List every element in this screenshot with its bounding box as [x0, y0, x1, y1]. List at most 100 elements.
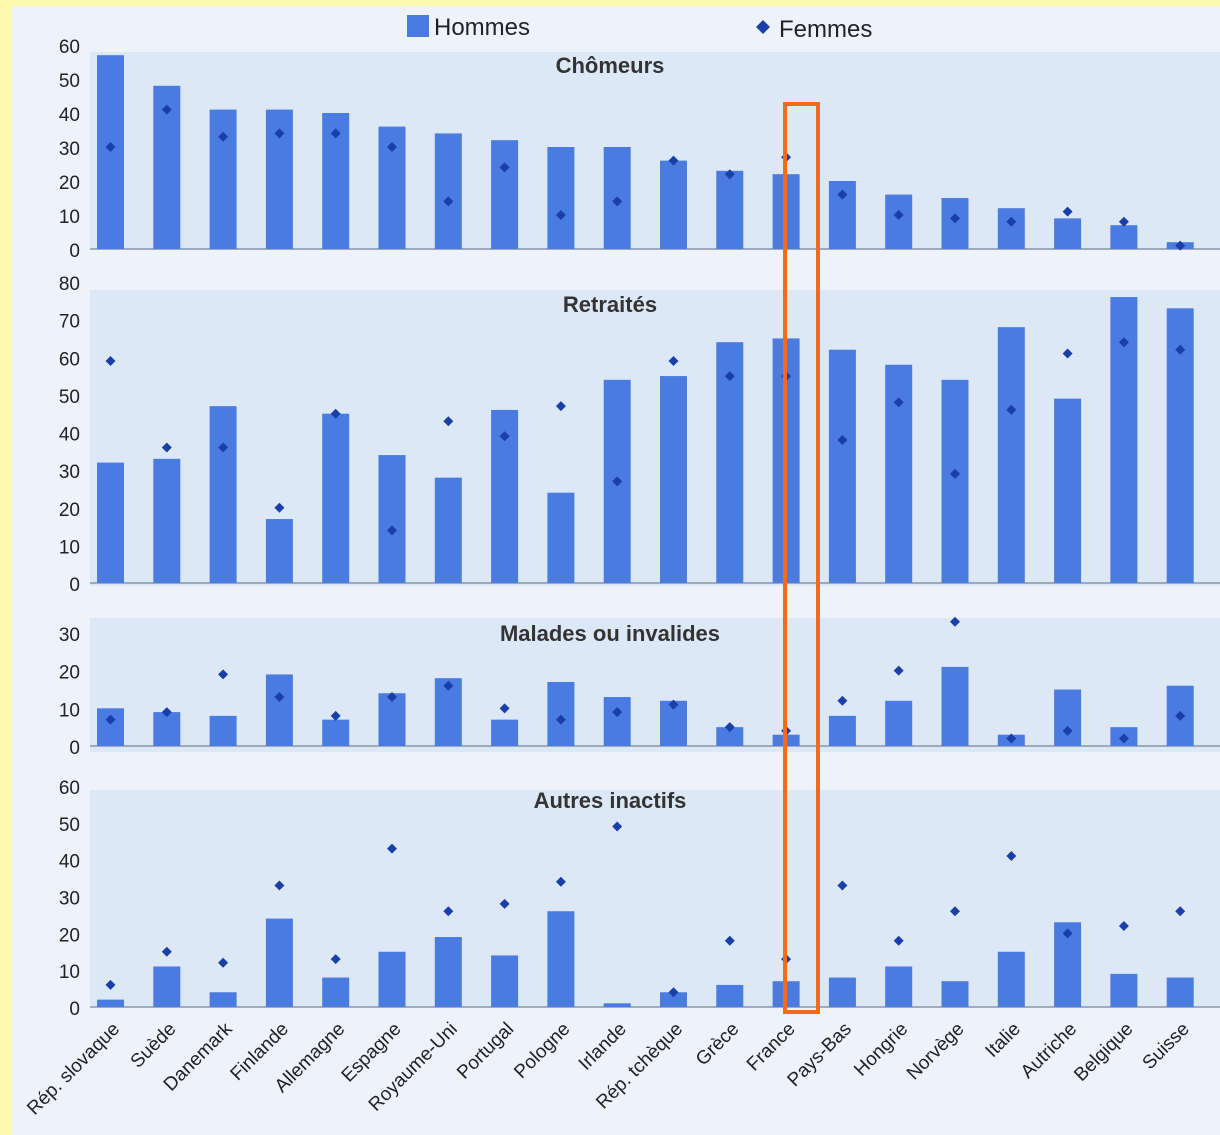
marker-femmes-pays-bas: [837, 695, 848, 706]
marker-femmes-belgique: [1118, 920, 1129, 931]
marker-femmes-norvege: [950, 906, 960, 917]
bar-hommes-allemagne: [322, 977, 350, 1007]
bar-hommes-finlande: [265, 519, 293, 583]
bar-hommes-norvege: [941, 666, 969, 746]
marker-femmes-hongrie: [893, 397, 904, 408]
panel-malades-ou-invalides: Malades ou invalides 0 10 20 30: [59, 616, 1220, 759]
marker-femmes-danemark: [218, 442, 229, 453]
marker-femmes-finlande: [274, 692, 285, 703]
bar-hommes-finlande: [265, 918, 293, 1007]
marker-femmes-belgique: [1118, 733, 1129, 744]
marker-femmes-portugal: [499, 703, 510, 714]
marker-femmes-rep-tcheque: [668, 356, 679, 367]
marker-femmes-allemagne: [330, 954, 341, 965]
marker-femmes-suisse: [1175, 240, 1186, 251]
marker-femmes-rep-slovaque: [105, 142, 116, 152]
marker-femmes-portugal: [499, 162, 510, 173]
marker-femmes-finlande: [274, 128, 285, 139]
panel-background: [90, 290, 1220, 586]
bar-hommes-belgique: [1110, 225, 1138, 249]
bar-hommes-royaume-uni: [434, 477, 462, 583]
marker-femmes-belgique: [1118, 337, 1129, 348]
marker-femmes-suede: [161, 946, 172, 957]
y-tick-label: 10: [59, 962, 80, 983]
y-tick-label: 30: [59, 889, 80, 910]
marker-femmes-belgique: [1118, 216, 1129, 227]
marker-femmes-rep-tcheque: [668, 155, 679, 166]
marker-femmes-hongrie: [893, 665, 904, 676]
marker-femmes-royaume-uni: [443, 196, 454, 207]
y-tick-label: 20: [59, 173, 80, 194]
marker-femmes-suede: [161, 707, 172, 718]
y-tick-label: 50: [59, 387, 80, 408]
marker-femmes-suisse: [1175, 344, 1186, 355]
marker-femmes-norvege: [950, 468, 960, 479]
marker-femmes-portugal: [499, 898, 510, 909]
panel-title: Chômeurs: [556, 53, 665, 78]
marker-femmes-pays-bas: [837, 189, 848, 200]
y-tick-label: 50: [59, 71, 80, 92]
marker-femmes-suisse: [1175, 710, 1186, 721]
bar-hommes-espagne: [378, 693, 406, 746]
bar-hommes-grece: [716, 984, 744, 1007]
marker-femmes-allemagne: [330, 710, 341, 721]
marker-femmes-pologne: [555, 876, 566, 887]
marker-femmes-danemark: [218, 131, 229, 142]
panel-background: [90, 52, 1220, 250]
marker-femmes-irlande: [612, 476, 623, 487]
marker-femmes-pologne: [555, 210, 566, 220]
marker-femmes-rep-tcheque: [668, 987, 679, 998]
bar-hommes-finlande: [265, 674, 293, 746]
bar-hommes-italie: [997, 327, 1025, 583]
marker-femmes-royaume-uni: [443, 680, 454, 691]
y-tick-label: 20: [59, 500, 80, 521]
bar-hommes-allemagne: [322, 719, 350, 746]
bar-hommes-norvege: [941, 379, 969, 583]
bar-hommes-rep-slovaque: [97, 708, 124, 746]
bar-hommes-rep-tcheque: [660, 376, 687, 583]
marker-femmes-espagne: [387, 142, 397, 152]
y-tick-label: 80: [59, 274, 80, 295]
marker-femmes-finlande: [274, 880, 285, 891]
panel-title: Autres inactifs: [534, 788, 687, 813]
y-tick-label: 10: [59, 207, 80, 228]
y-tick-label: 20: [59, 925, 80, 946]
marker-femmes-suede: [161, 104, 172, 115]
marker-femmes-pologne: [555, 714, 566, 725]
marker-femmes-espagne: [387, 692, 397, 703]
bar-hommes-irlande: [603, 697, 631, 746]
bar-hommes-royaume-uni: [434, 937, 462, 1007]
bar-hommes-espagne: [378, 455, 406, 583]
marker-femmes-irlande: [612, 707, 623, 718]
bar-hommes-grece: [716, 170, 744, 249]
y-tick-label: 50: [59, 815, 80, 836]
bar-hommes-danemark: [209, 992, 237, 1007]
marker-femmes-finlande: [274, 502, 285, 513]
bar-hommes-danemark: [209, 109, 237, 249]
bar-hommes-autriche: [1054, 398, 1082, 583]
marker-femmes-hongrie: [893, 935, 904, 946]
bar-hommes-suisse: [1166, 977, 1194, 1007]
bar-hommes-pays-bas: [828, 349, 856, 583]
marker-femmes-grece: [724, 169, 735, 180]
marker-femmes-royaume-uni: [443, 906, 454, 917]
y-tick-label: 40: [59, 425, 80, 446]
panels: Chômeurs 0 10 20 30 40 50 60 Retraités 0 10 20 30 40 5…: [59, 37, 1220, 1020]
marker-femmes-rep-slovaque: [105, 356, 116, 367]
y-tick-label: 0: [69, 241, 80, 262]
marker-femmes-italie: [1006, 850, 1017, 861]
bar-hommes-danemark: [209, 406, 237, 583]
bar-hommes-italie: [997, 208, 1025, 249]
marker-femmes-suisse: [1175, 906, 1186, 917]
marker-femmes-autriche: [1062, 928, 1073, 939]
bar-hommes-suede: [153, 966, 181, 1007]
bar-hommes-rep-slovaque: [97, 55, 124, 250]
bar-hommes-portugal: [491, 140, 519, 249]
marker-femmes-grece: [724, 722, 735, 733]
bar-hommes-allemagne: [322, 413, 350, 583]
marker-femmes-portugal: [499, 431, 510, 442]
bar-hommes-pays-bas: [828, 715, 856, 746]
y-tick-label: 10: [59, 700, 80, 721]
marker-femmes-danemark: [218, 669, 229, 680]
legend-swatch-hommes: [407, 15, 429, 37]
